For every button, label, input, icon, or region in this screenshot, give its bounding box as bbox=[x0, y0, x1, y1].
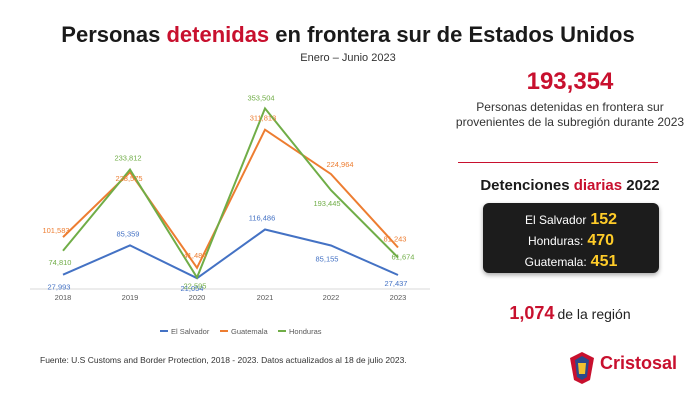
chart-subtitle: Enero – Junio 2023 bbox=[300, 52, 396, 64]
data-label: 233,812 bbox=[114, 154, 141, 163]
daily-value: 470 bbox=[587, 232, 615, 249]
data-label: 41,484 bbox=[184, 251, 207, 260]
daily-row-guatemala: Guatemala: 451 bbox=[483, 253, 659, 271]
title-post: en frontera sur de Estados Unidos bbox=[275, 22, 635, 47]
x-tick-label: 2020 bbox=[189, 293, 206, 302]
x-tick-label: 2021 bbox=[257, 293, 274, 302]
series-line-honduras bbox=[62, 106, 399, 280]
data-label: 85,155 bbox=[316, 255, 339, 264]
source-note: Fuente: U.S Customs and Border Protectio… bbox=[40, 355, 407, 365]
data-label: 22,595 bbox=[184, 281, 207, 290]
daily-row-honduras: Honduras: 470 bbox=[483, 232, 659, 250]
legend-label: El Salvador bbox=[171, 327, 210, 336]
x-tick-label: 2023 bbox=[390, 293, 407, 302]
data-label: 74,810 bbox=[49, 258, 72, 267]
data-label: 81,243 bbox=[384, 235, 407, 244]
data-label: 353,504 bbox=[247, 93, 274, 102]
data-label: 311,813 bbox=[250, 114, 277, 123]
title-pre: Personas bbox=[61, 22, 161, 47]
divider bbox=[458, 162, 658, 163]
daily-value: 152 bbox=[590, 211, 618, 228]
daily-title-highlight: diarias bbox=[573, 177, 623, 194]
daily-value: 451 bbox=[590, 253, 618, 270]
daily-title: Detenciones diarias 2022 bbox=[450, 177, 690, 194]
data-label: 228,575 bbox=[115, 174, 142, 183]
daily-row-el-salvador: El Salvador 152 bbox=[483, 211, 659, 229]
series-line-guatemala bbox=[62, 128, 399, 270]
data-label: 224,964 bbox=[326, 160, 353, 169]
logo-text: Cristosal bbox=[600, 353, 678, 373]
series-line-el-salvador bbox=[62, 228, 399, 280]
data-label: 101,583 bbox=[42, 226, 69, 235]
total-description: Personas detenidas en frontera sur prove… bbox=[455, 100, 685, 129]
x-tick-label: 2022 bbox=[323, 293, 340, 302]
chart-title: Personas detenidas en frontera sur de Es… bbox=[0, 22, 696, 48]
data-label: 27,437 bbox=[385, 279, 408, 288]
legend-label: Honduras bbox=[289, 327, 322, 336]
data-label: 61,674 bbox=[392, 252, 415, 261]
daily-title-post: 2022 bbox=[626, 177, 660, 194]
region-text: de la región bbox=[557, 306, 631, 322]
data-label: 116,486 bbox=[249, 213, 276, 222]
title-highlight: detenidas bbox=[166, 22, 270, 47]
data-label: 21,054 bbox=[181, 284, 204, 293]
data-label: 85,359 bbox=[117, 229, 140, 238]
daily-label: El Salvador bbox=[524, 213, 587, 227]
daily-label: Guatemala: bbox=[524, 255, 587, 269]
cristosal-logo: Cristosal bbox=[566, 350, 696, 390]
logo-icon bbox=[570, 352, 594, 384]
total-detained: 193,354 bbox=[526, 68, 614, 95]
line-chart: 27,993 85,359 21,054 116,486 85,155 27,437 101… bbox=[30, 93, 430, 336]
x-tick-label: 2019 bbox=[122, 293, 139, 302]
daily-title-pre: Detenciones bbox=[480, 177, 570, 194]
data-label: 193,445 bbox=[313, 199, 340, 208]
region-total: 1,074 de la región bbox=[455, 303, 685, 324]
region-number: 1,074 bbox=[509, 303, 555, 323]
data-label: 27,993 bbox=[48, 283, 71, 292]
daily-label: Honduras: bbox=[527, 234, 584, 248]
legend-label: Guatemala bbox=[231, 327, 269, 336]
daily-box: El Salvador 152 Honduras: 470 Guatemala: 45… bbox=[483, 203, 659, 273]
x-tick-label: 2018 bbox=[55, 293, 72, 302]
